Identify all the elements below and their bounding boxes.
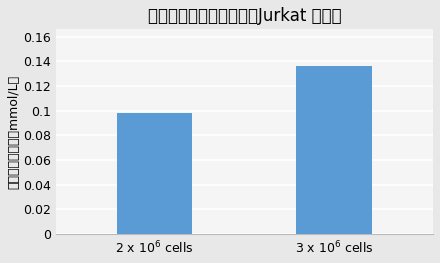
Y-axis label: グルコース濃度（mmol/L）: グルコース濃度（mmol/L） xyxy=(7,74,20,189)
Bar xyxy=(117,113,192,234)
Title: 細胞内グルコース濃度（Jurkat 細胞）: 細胞内グルコース濃度（Jurkat 細胞） xyxy=(147,7,341,25)
Bar xyxy=(297,66,372,234)
